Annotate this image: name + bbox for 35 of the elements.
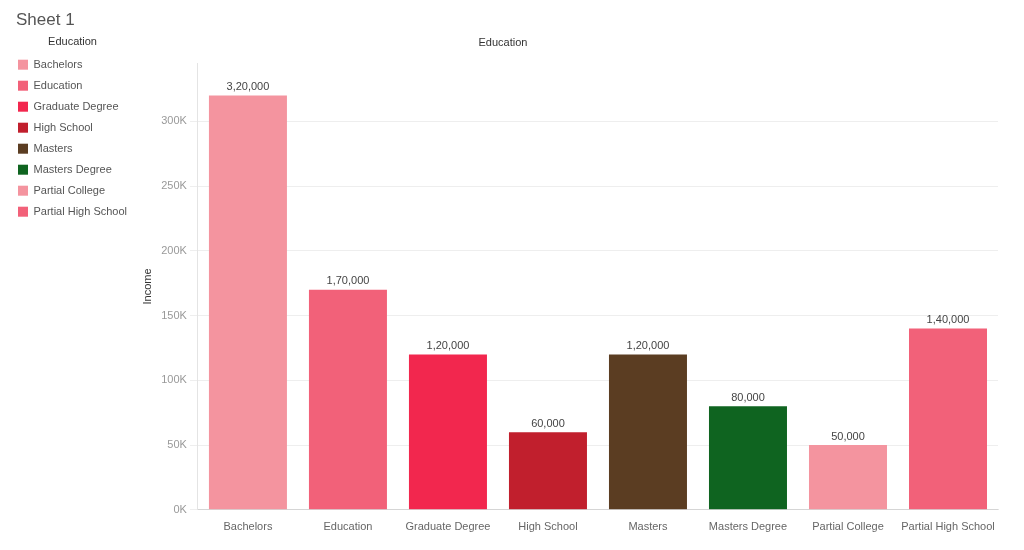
y-tick-label: 250K xyxy=(161,179,188,192)
data-label: 1,40,000 xyxy=(926,313,970,326)
legend-label: Graduate Degree xyxy=(33,99,119,112)
y-tick-label: 100K xyxy=(161,373,188,386)
x-tick-label: Masters Degree xyxy=(708,520,788,533)
chart-subtitle: Education xyxy=(478,35,528,48)
y-tick-label: 200K xyxy=(161,243,188,256)
data-label: 60,000 xyxy=(531,416,565,429)
y-tick-label: 50K xyxy=(167,438,188,451)
legend-label: Partial High School xyxy=(33,204,128,217)
legend-label: Masters Degree xyxy=(33,162,112,175)
data-label: 3,20,000 xyxy=(226,80,270,93)
x-tick-label: Bachelors xyxy=(223,520,273,533)
y-tick-label: 300K xyxy=(161,114,188,127)
text: Sheet 1 xyxy=(15,9,76,31)
y-tick-label: 150K xyxy=(161,308,188,321)
x-tick-label: Partial College xyxy=(812,520,884,533)
data-label: 1,70,000 xyxy=(326,274,370,287)
data-label: 50,000 xyxy=(831,429,865,442)
y-axis-title: Income xyxy=(140,268,153,305)
legend-label: Partial College xyxy=(33,183,106,196)
y-tick-label: 0K xyxy=(173,502,188,515)
data-label: 80,000 xyxy=(731,390,765,403)
legend-label: High School xyxy=(33,120,93,133)
legend-label: Education xyxy=(33,78,83,91)
legend-title: Education xyxy=(48,34,97,47)
legend-label: Bachelors xyxy=(33,57,83,70)
x-tick-label: Graduate Degree xyxy=(405,520,491,533)
legend-label: Masters xyxy=(33,141,74,154)
x-tick-label: Partial High School xyxy=(901,520,995,533)
x-tick-label: Education xyxy=(323,520,373,533)
data-label: 1,20,000 xyxy=(426,338,470,351)
x-tick-label: High School xyxy=(518,520,578,533)
data-label: 1,20,000 xyxy=(626,338,670,351)
x-tick-label: Masters xyxy=(628,520,669,533)
